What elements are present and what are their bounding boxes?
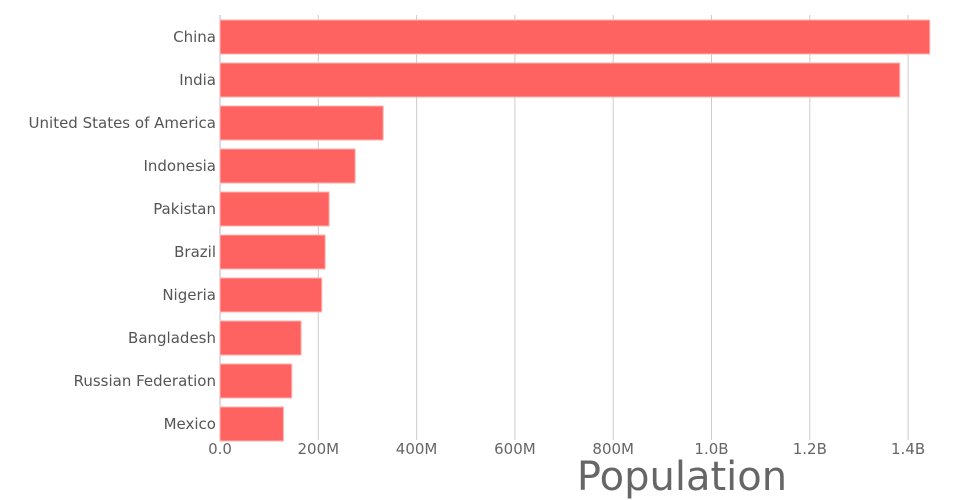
y-category-label: Pakistan	[153, 200, 216, 218]
bar-brazil[interactable]	[219, 234, 326, 270]
bar-mexico[interactable]	[219, 406, 284, 442]
x-tick-label: 1.2B	[793, 440, 827, 458]
x-tick-label: 200M	[298, 440, 340, 458]
bar-nigeria[interactable]	[219, 277, 323, 313]
x-tick-label: 400M	[396, 440, 438, 458]
bar-united-states-of-america[interactable]	[219, 105, 384, 141]
y-category-label: Nigeria	[162, 286, 216, 304]
x-tick-label: 1.4B	[891, 440, 925, 458]
y-category-label: Mexico	[164, 415, 216, 433]
bar-pakistan[interactable]	[219, 191, 330, 227]
x-tick-label: 600M	[494, 440, 536, 458]
bar-india[interactable]	[219, 62, 901, 98]
bar-russian-federation[interactable]	[219, 363, 293, 399]
x-tick-label: 0.0	[208, 440, 232, 458]
x-tick-label: 1.0B	[694, 440, 728, 458]
y-category-label: Russian Federation	[74, 372, 216, 390]
y-category-label: India	[179, 71, 216, 89]
x-axis-title: Population	[577, 454, 787, 500]
bar-bangladesh[interactable]	[219, 320, 302, 356]
bar-indonesia[interactable]	[219, 148, 356, 184]
y-category-label: Brazil	[174, 243, 216, 261]
y-category-label: United States of America	[29, 114, 216, 132]
y-category-label: Indonesia	[143, 157, 216, 175]
y-category-label: Bangladesh	[128, 329, 216, 347]
bar-china[interactable]	[219, 19, 931, 55]
x-tick-label: 800M	[592, 440, 634, 458]
y-category-label: China	[173, 28, 216, 46]
